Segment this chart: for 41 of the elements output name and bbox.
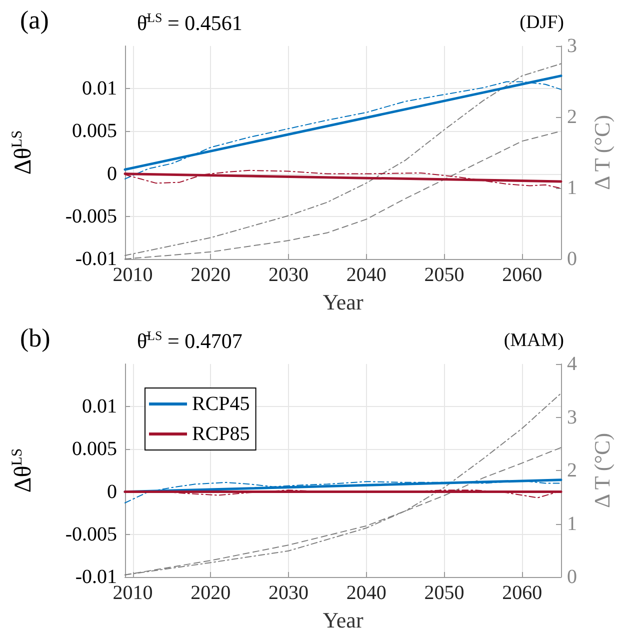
- legend-label: RCP85: [192, 423, 250, 445]
- y-tick-label: 0.01: [82, 396, 117, 418]
- x-axis-title: Year: [322, 290, 364, 314]
- x-tick-label: 2040: [346, 582, 386, 604]
- text: (MAM): [504, 330, 564, 351]
- y2-axis-title: Δ T (°C): [590, 432, 614, 508]
- x-tick-label: 2010: [112, 582, 153, 604]
- y-tick-label: -0.005: [65, 205, 117, 228]
- y2-tick-label: 2: [567, 106, 577, 128]
- chart-title: (a): [20, 6, 49, 34]
- y2-tick-label: 0: [567, 248, 577, 270]
- text: (DJF): [520, 12, 564, 33]
- x-tick-label: 2020: [190, 582, 231, 604]
- x-axis-title: Year: [322, 608, 364, 632]
- y2-tick-label: 3: [567, 406, 577, 428]
- y-tick-label: -0.005: [65, 523, 117, 546]
- y2-tick-label: 2: [567, 460, 577, 482]
- y-tick-label: 0: [107, 480, 117, 503]
- y2-tick-label: 1: [567, 512, 577, 535]
- chart-title: (b): [20, 324, 50, 352]
- y2-axis-title: Δ T (°C): [590, 114, 614, 190]
- y-tick-label: 0.005: [72, 438, 117, 460]
- x-tick-label: 2060: [502, 582, 542, 604]
- x-tick-label: 2030: [268, 264, 308, 286]
- y2-tick-label: 3: [567, 35, 577, 57]
- y-tick-label: 0.005: [72, 120, 117, 142]
- y2-tick-label: 4: [567, 353, 577, 375]
- x-tick-label: 2050: [424, 582, 464, 604]
- x-tick-label: 2050: [424, 264, 464, 286]
- x-tick-label: 2040: [346, 264, 386, 286]
- x-tick-label: 2060: [502, 264, 542, 286]
- y-axis-title: ΔθLS: [10, 448, 36, 493]
- y-axis-title: ΔθLS: [10, 130, 36, 175]
- y2-tick-label: 0: [567, 566, 577, 588]
- y-tick-label: 0: [107, 162, 117, 185]
- x-tick-label: 2020: [190, 264, 231, 286]
- y2-tick-label: 1: [567, 177, 577, 199]
- y-tick-label: 0.01: [82, 78, 117, 100]
- x-tick-label: 2030: [268, 582, 308, 604]
- x-tick-label: 2010: [112, 264, 153, 286]
- legend-label: RCP45: [192, 393, 250, 415]
